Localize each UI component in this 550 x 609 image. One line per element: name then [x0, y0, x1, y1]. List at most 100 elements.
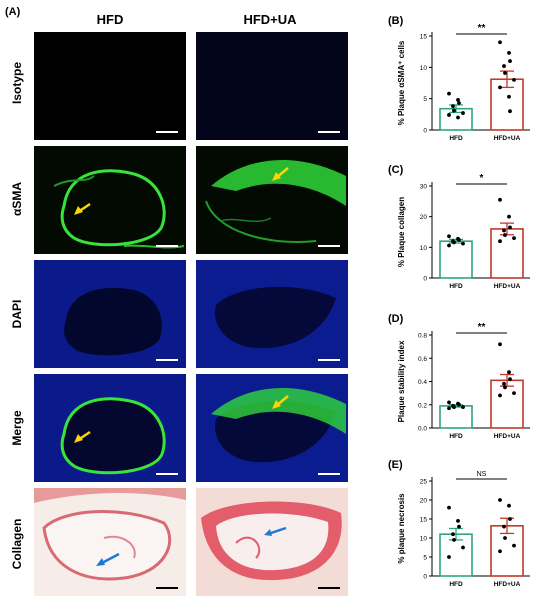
bar: [439, 240, 473, 279]
x-tick-label: HFD: [449, 433, 463, 440]
data-point: [447, 234, 451, 239]
data-point: [508, 109, 512, 114]
significance-label: NS: [477, 471, 487, 478]
data-point: [457, 524, 461, 529]
data-point: [498, 549, 502, 554]
y-tick-label: 0.0: [418, 426, 427, 433]
y-tick-label: 0.4: [418, 379, 427, 386]
data-point: [502, 524, 506, 529]
data-point: [503, 233, 507, 237]
data-point: [507, 214, 511, 219]
y-axis-label: % plaque necrosis: [397, 493, 406, 564]
data-point: [457, 402, 461, 407]
y-tick-label: 10: [420, 245, 428, 252]
y-tick-label: 5: [423, 96, 427, 103]
data-point: [498, 239, 502, 244]
panel-label: (C): [388, 164, 404, 176]
data-point: [498, 342, 502, 347]
micrograph-collagen-hfd-ua: [196, 488, 348, 596]
data-point: [508, 59, 512, 63]
y-tick-label: 15: [420, 517, 428, 524]
data-point: [457, 101, 461, 105]
x-tick-label: HFD: [449, 581, 463, 588]
micrograph-dapi-hfd-ua: [196, 260, 348, 368]
data-point: [452, 405, 456, 409]
data-point: [502, 228, 506, 233]
data-point: [508, 517, 512, 521]
data-point: [447, 555, 451, 559]
y-tick-label: 30: [420, 184, 428, 191]
micrograph-dapi-hfd: [34, 260, 186, 368]
y-tick-label: 25: [420, 479, 428, 486]
y-tick-label: 10: [420, 65, 428, 72]
data-point: [447, 243, 451, 248]
data-point: [447, 406, 451, 411]
data-point: [503, 385, 507, 390]
y-tick-label: 0: [423, 128, 427, 135]
y-tick-label: 20: [420, 214, 428, 221]
y-tick-label: 0: [423, 574, 427, 581]
panel-label: (D): [388, 313, 404, 325]
data-point: [457, 238, 461, 242]
panel-label: (B): [388, 15, 404, 27]
data-point: [507, 370, 511, 375]
data-point: [461, 241, 465, 246]
data-point: [512, 77, 516, 82]
column-header-hfd-ua: HFD+UA: [243, 12, 297, 27]
data-point: [452, 240, 456, 245]
y-axis-label: % Plaque αSMA⁺ cells: [397, 40, 406, 125]
data-point: [498, 197, 502, 202]
data-point: [461, 405, 465, 409]
micrograph-isotype-hfd: [34, 32, 186, 140]
x-tick-label: HFD+UA: [494, 433, 521, 440]
data-point: [498, 40, 502, 45]
panel-a-label: (A): [5, 6, 21, 18]
data-point: [507, 94, 511, 99]
data-point: [461, 545, 465, 550]
data-point: [507, 51, 511, 55]
bar: [490, 228, 524, 279]
data-point: [452, 108, 456, 113]
micrograph-isotype-hfd-ua: [196, 32, 348, 140]
micrograph-merge-hfd-ua: [196, 374, 348, 482]
data-point: [508, 377, 512, 382]
significance-label: **: [478, 23, 486, 34]
y-tick-label: 0.2: [418, 402, 427, 409]
data-point: [498, 393, 502, 398]
y-tick-label: 20: [420, 498, 428, 505]
y-tick-label: 10: [420, 536, 428, 543]
data-point: [512, 236, 516, 241]
y-tick-label: 0: [423, 276, 427, 283]
data-point: [498, 85, 502, 90]
data-point: [507, 503, 511, 508]
panel-label: (E): [388, 459, 403, 471]
data-point: [502, 381, 506, 386]
data-point: [451, 104, 455, 109]
x-tick-label: HFD+UA: [494, 581, 521, 588]
data-point: [503, 71, 507, 75]
data-point: [447, 91, 451, 96]
y-tick-label: 5: [423, 555, 427, 562]
data-point: [508, 225, 512, 230]
x-tick-label: HFD: [449, 283, 463, 290]
data-point: [498, 498, 502, 502]
y-tick-label: 0.8: [418, 333, 427, 340]
significance-label: *: [480, 173, 484, 184]
x-tick-label: HFD+UA: [494, 135, 521, 142]
bar: [439, 405, 473, 429]
data-point: [452, 538, 456, 542]
x-tick-label: HFD: [449, 135, 463, 142]
y-tick-label: 0.6: [418, 356, 427, 363]
data-point: [512, 543, 516, 548]
data-point: [456, 115, 460, 120]
bar: [490, 525, 524, 577]
y-axis-label: % Plaque collagen: [397, 197, 406, 267]
data-point: [447, 505, 451, 510]
micrograph-asma-hfd: [34, 146, 186, 254]
x-tick-label: HFD+UA: [494, 283, 521, 290]
data-point: [512, 391, 516, 396]
bar: [490, 379, 524, 429]
micrograph-merge-hfd: [34, 374, 186, 482]
data-point: [456, 98, 460, 102]
